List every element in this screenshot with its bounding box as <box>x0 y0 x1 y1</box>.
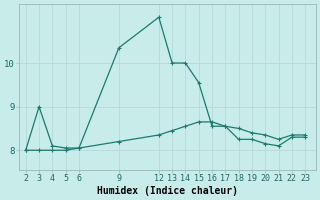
X-axis label: Humidex (Indice chaleur): Humidex (Indice chaleur) <box>97 186 238 196</box>
